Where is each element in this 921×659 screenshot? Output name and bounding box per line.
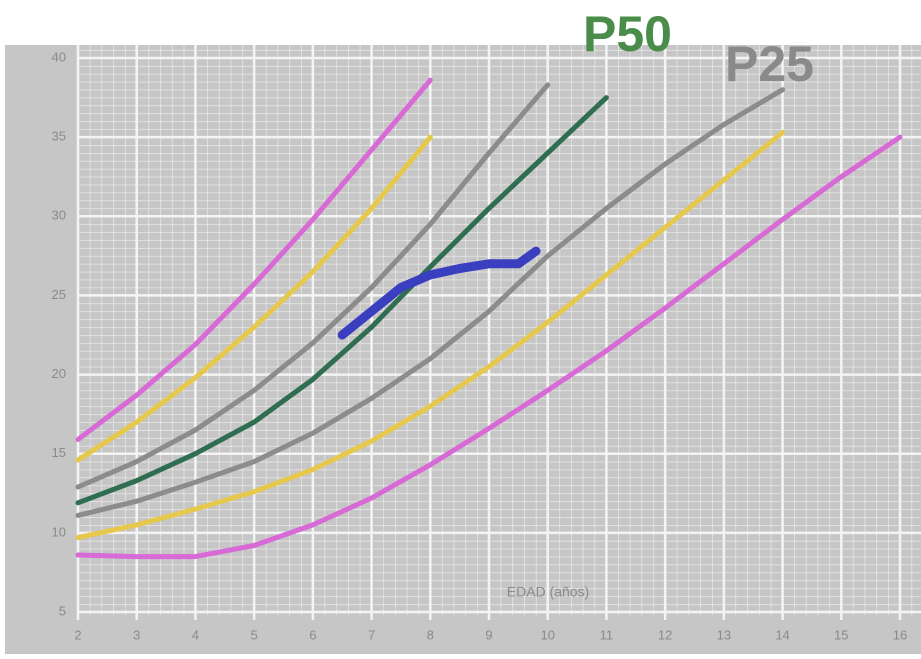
x-tick-label: 5 (251, 627, 258, 642)
x-tick-label: 2 (74, 627, 81, 642)
y-tick-label: 15 (52, 445, 66, 460)
y-tick-label: 40 (52, 49, 66, 64)
y-tick-label: 35 (52, 129, 66, 144)
x-tick-label: 11 (600, 627, 614, 642)
x-tick-label: 6 (309, 627, 316, 642)
x-tick-label: 3 (133, 627, 140, 642)
x-tick-label: 4 (192, 627, 199, 642)
x-axis-label: EDAD (años) (507, 584, 589, 600)
x-tick-label: 7 (368, 627, 375, 642)
x-tick-label: 15 (834, 627, 848, 642)
x-tick-label: 16 (893, 627, 907, 642)
y-tick-label: 10 (52, 524, 66, 539)
chart: EDAD (años) P50 P25 5 10 15 20 25 30 35 40 2 3 4 5 6… (0, 0, 921, 654)
x-tick-label: 8 (427, 627, 434, 642)
y-tick-label: 30 (52, 208, 66, 223)
y-tick-label: 25 (52, 287, 66, 302)
x-tick-label: 10 (540, 627, 554, 642)
series-label: P25 (725, 36, 814, 92)
x-tick-label: 13 (717, 627, 731, 642)
y-tick-label: 5 (59, 603, 66, 618)
y-tick-label: 20 (52, 366, 66, 381)
page: {"chart_data": {"type": "line", "x_label… (0, 0, 921, 654)
series-label: P50 (583, 6, 672, 62)
x-tick-label: 14 (775, 627, 789, 642)
minor-grid (78, 45, 921, 615)
x-tick-label: 12 (658, 627, 672, 642)
x-tick-label: 9 (485, 627, 492, 642)
